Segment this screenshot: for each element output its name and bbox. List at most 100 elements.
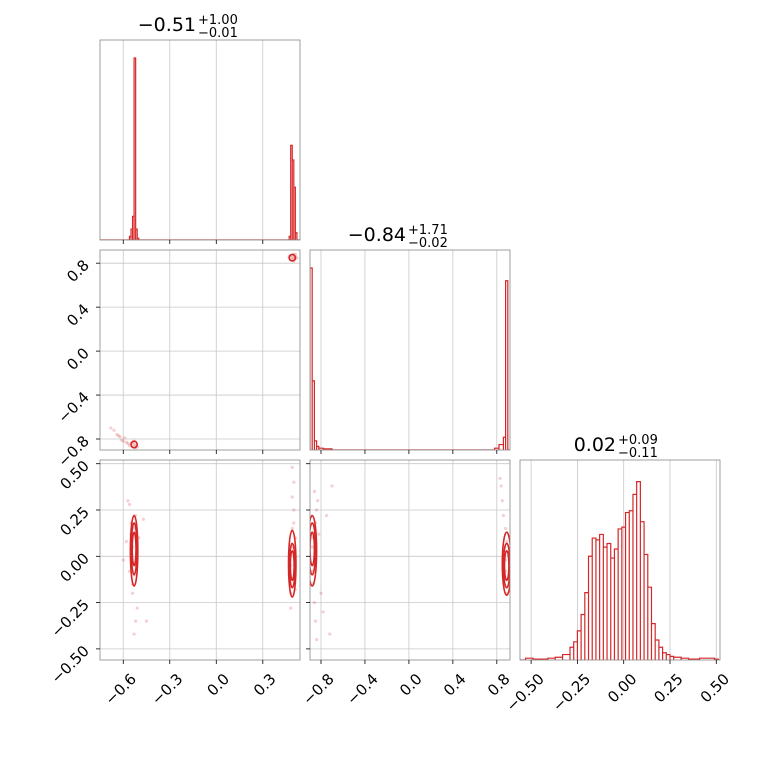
sample-point xyxy=(112,428,116,432)
histogram-p2 xyxy=(520,481,720,660)
x-tick-label: 0.0 xyxy=(203,670,233,700)
sample-point xyxy=(321,610,325,614)
sample-point xyxy=(121,439,125,443)
sample-point xyxy=(330,484,334,488)
panel-title-p1: −0.84 +1.71−0.02 xyxy=(348,223,448,251)
sample-point xyxy=(312,489,316,494)
title-upper-error: +1.00 xyxy=(198,13,238,28)
sample-point xyxy=(504,526,508,531)
panel-2d-p2_vs_p0 xyxy=(121,465,297,636)
x-tick-label: 0.00 xyxy=(604,670,640,706)
y-tick-label: −0.50 xyxy=(48,642,93,687)
title-lower-error: −0.11 xyxy=(618,446,658,461)
x-tick-label: 0.25 xyxy=(650,670,686,706)
density-contour xyxy=(503,549,510,582)
sample-point xyxy=(123,436,127,440)
title-lower-error: −0.02 xyxy=(408,236,448,251)
panel-frame xyxy=(519,459,721,661)
x-tick-label: −0.4 xyxy=(343,670,381,708)
panel-frame xyxy=(309,459,511,661)
sample-point xyxy=(120,438,124,442)
sample-point xyxy=(290,495,294,499)
sample-point xyxy=(118,435,122,439)
panel-frame xyxy=(99,249,301,451)
panel-2d-p2_vs_p1 xyxy=(310,476,510,642)
sample-point xyxy=(130,591,135,595)
density-contour xyxy=(131,531,137,567)
panel-frame xyxy=(99,459,301,661)
histogram-p1 xyxy=(310,267,510,450)
sample-point xyxy=(313,619,318,623)
density-contour xyxy=(310,531,316,567)
x-tick-label: −0.50 xyxy=(503,670,548,715)
x-tick-label: 0.50 xyxy=(697,670,733,706)
density-contour xyxy=(130,522,138,576)
x-tick-label: −0.3 xyxy=(148,670,186,708)
sample-point xyxy=(324,513,329,518)
y-tick-label: 0.4 xyxy=(63,300,93,330)
sample-point xyxy=(505,539,509,544)
sample-point xyxy=(290,254,294,259)
density-contour xyxy=(502,542,510,589)
sample-point xyxy=(292,521,296,525)
sample-point xyxy=(314,638,319,642)
title-value: −0.51 xyxy=(138,14,196,36)
density-contour xyxy=(288,542,296,589)
sample-point xyxy=(132,442,136,447)
sample-point xyxy=(292,508,296,512)
sample-point xyxy=(499,484,503,488)
density-contour xyxy=(287,529,297,598)
density-contour xyxy=(501,531,510,596)
panel-frame xyxy=(309,249,511,451)
title-value: 0.02 xyxy=(574,434,616,456)
y-tick-label: −0.25 xyxy=(48,596,93,641)
y-tick-label: 0.8 xyxy=(63,256,93,286)
panel-frame xyxy=(99,39,301,241)
title-value: −0.84 xyxy=(348,224,406,246)
sample-point xyxy=(310,545,314,549)
sample-point xyxy=(126,499,130,503)
sample-point xyxy=(117,434,121,438)
sample-point xyxy=(135,606,139,610)
x-tick-label: 0.3 xyxy=(250,670,280,700)
x-tick-label: 0.0 xyxy=(396,670,426,700)
sample-point xyxy=(124,440,128,444)
x-tick-label: −0.25 xyxy=(549,670,594,715)
x-tick-label: −0.6 xyxy=(102,670,140,708)
sample-point xyxy=(328,632,332,636)
sample-point xyxy=(319,591,323,595)
sample-point xyxy=(314,508,319,512)
sample-point xyxy=(132,632,136,636)
density-contour xyxy=(130,440,139,449)
x-tick-label: −0.8 xyxy=(299,670,337,708)
panel-title-p0: −0.51 +1.00−0.01 xyxy=(138,13,238,41)
sample-point xyxy=(109,426,113,430)
sample-point xyxy=(132,526,136,531)
density-contour xyxy=(288,253,297,262)
x-tick-label: 0.4 xyxy=(440,670,470,700)
panel-2d-p1_vs_p0 xyxy=(109,252,299,450)
sample-point xyxy=(134,619,138,623)
y-tick-label: 0.00 xyxy=(56,549,92,585)
sample-point xyxy=(127,502,132,507)
sample-point xyxy=(312,600,316,605)
sample-point xyxy=(141,517,146,521)
histogram-p0 xyxy=(100,57,300,240)
y-tick-label: −0.4 xyxy=(54,388,92,426)
title-lower-error: −0.01 xyxy=(198,26,238,41)
y-tick-label: 0.25 xyxy=(56,503,92,539)
density-contour xyxy=(310,514,318,587)
sample-point xyxy=(144,619,149,623)
sample-point xyxy=(290,465,294,470)
sample-point xyxy=(290,526,294,531)
sample-point xyxy=(124,539,128,544)
sample-point xyxy=(500,499,504,503)
y-tick-label: 0.0 xyxy=(63,344,93,374)
sample-point xyxy=(289,606,293,610)
sample-point xyxy=(115,433,119,437)
sample-point xyxy=(498,476,502,481)
density-contour xyxy=(289,549,295,582)
sample-point xyxy=(501,513,506,518)
sample-point xyxy=(292,480,296,484)
